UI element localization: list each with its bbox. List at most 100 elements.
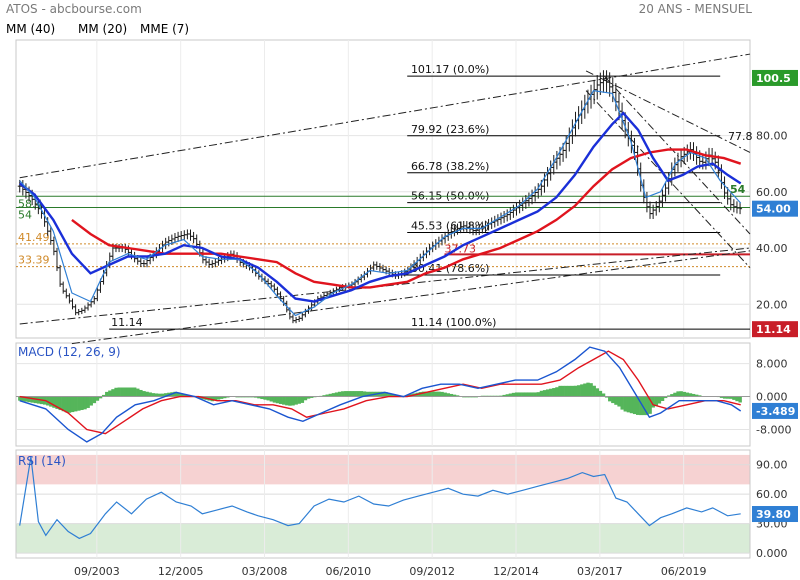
- rsi-current-marker-label: 39.80: [756, 508, 791, 521]
- macd-histogram-bar: [365, 391, 370, 397]
- trendline: [19, 247, 751, 325]
- macd-histogram-bar: [353, 391, 357, 397]
- macd-histogram-bar: [80, 396, 84, 411]
- macd-histogram-bar: [95, 396, 100, 401]
- legend-mm20: MM (20): [78, 22, 128, 36]
- macd-histogram-bar: [629, 396, 634, 414]
- macd-histogram-bar: [341, 391, 345, 397]
- macd-histogram-bar: [518, 392, 522, 397]
- macd-histogram-bar: [219, 396, 224, 399]
- macd-histogram-bar: [285, 396, 289, 406]
- macd-histogram-bar: [254, 396, 258, 398]
- macd-line: [19, 346, 742, 443]
- macd-histogram-bar: [381, 391, 385, 397]
- macd-panel-frame: [15, 342, 751, 447]
- macd-histogram-bar: [667, 395, 671, 397]
- macd-histogram-bar: [77, 396, 81, 411]
- macd-histogram-bar: [583, 383, 587, 397]
- macd-histogram-bar: [306, 396, 311, 399]
- rsi-title: RSI (14): [18, 454, 66, 468]
- macd-histogram-bar: [70, 396, 75, 413]
- macd-histogram-bar: [18, 396, 22, 401]
- rsi-y-tick-label: 0.000: [756, 547, 788, 560]
- macd-histogram-bar: [334, 392, 339, 397]
- x-tick-label: 12/2005: [158, 565, 204, 578]
- macd-histogram-bar: [651, 396, 655, 408]
- macd-histogram-bar: [98, 396, 103, 399]
- macd-histogram-bar: [567, 385, 572, 397]
- macd-histogram-bar: [182, 394, 187, 397]
- macd-histogram-bar: [549, 388, 553, 397]
- macd-histogram-bar: [101, 394, 106, 397]
- macd-histogram-bar: [74, 396, 78, 412]
- macd-histogram-bar: [67, 396, 72, 413]
- macd-histogram-bar: [387, 393, 392, 397]
- rsi-y-tick-label: 90.00: [756, 459, 788, 472]
- macd-histogram-bar: [437, 391, 441, 397]
- macd-histogram-bar: [682, 391, 686, 397]
- trendline: [19, 53, 751, 179]
- macd-histogram-bar: [611, 396, 615, 404]
- macd-histogram-bar: [213, 396, 218, 401]
- macd-histogram-bar: [511, 392, 516, 397]
- legend-mme7: MME (7): [140, 22, 190, 36]
- x-tick-label: 09/2003: [74, 565, 120, 578]
- macd-histogram-bar: [505, 394, 509, 397]
- mme7-line: [19, 89, 742, 317]
- macd-histogram-bar: [164, 393, 168, 397]
- price-y-tick-label: 60.00: [756, 186, 788, 199]
- fib-level-label: 66.78 (38.2%): [411, 160, 490, 173]
- macd-histogram-bar: [359, 391, 364, 397]
- legend-mm40: MM (40): [6, 22, 56, 36]
- macd-histogram-bar: [431, 391, 435, 397]
- macd-y-tick-label: 0.000: [756, 391, 788, 404]
- macd-histogram-bar: [552, 388, 556, 397]
- macd-histogram-bar: [272, 396, 277, 403]
- macd-histogram-bar: [617, 396, 621, 407]
- macd-histogram-bar: [210, 396, 215, 402]
- macd-histogram-bar: [27, 396, 31, 403]
- macd-histogram-bar: [648, 396, 652, 414]
- macd-histogram-bar: [738, 396, 742, 403]
- macd-histogram-bar: [632, 396, 637, 415]
- macd-histogram-bar: [384, 392, 388, 397]
- macd-histogram-bar: [604, 396, 609, 398]
- macd-histogram-bar: [452, 394, 457, 397]
- macd-histogram-bar: [356, 391, 360, 397]
- support-level-label: 33.39: [18, 254, 50, 267]
- trendline: [71, 250, 751, 345]
- macd-histogram-bar: [446, 393, 451, 397]
- macd-histogram-bar: [390, 394, 395, 397]
- macd-histogram-bar: [52, 396, 56, 408]
- fib-low-mark-label: 11.14: [111, 316, 143, 329]
- macd-histogram-bar: [133, 387, 137, 397]
- fib-level-label: 11.14 (100.0%): [411, 316, 497, 329]
- macd-histogram-bar: [154, 393, 159, 397]
- macd-histogram-bar: [114, 387, 118, 397]
- macd-histogram-bar: [393, 394, 398, 397]
- macd-histogram-bar: [89, 396, 93, 406]
- macd-histogram-bar: [421, 391, 426, 397]
- x-tick-label: 06/2010: [325, 565, 371, 578]
- macd-histogram-bar: [732, 396, 736, 400]
- macd-histogram-bar: [639, 396, 643, 416]
- low-marker-box: [752, 321, 798, 338]
- macd-histogram-bar: [561, 385, 565, 397]
- price-panel-frame: [15, 39, 751, 339]
- macd-histogram-bar: [328, 393, 333, 397]
- macd-y-tick-label: -8.000: [756, 424, 791, 437]
- macd-histogram-bar: [427, 391, 432, 397]
- macd-histogram-bar: [620, 396, 624, 410]
- macd-histogram-bar: [663, 396, 668, 399]
- macd-histogram-bar: [530, 392, 534, 397]
- macd-histogram-bar: [657, 396, 662, 404]
- macd-histogram-bar: [533, 392, 537, 397]
- macd-histogram-bar: [83, 396, 87, 410]
- macd-histogram-bar: [176, 392, 180, 397]
- macd-histogram-bar: [424, 391, 429, 397]
- fib-extra-label: 77.8: [728, 130, 753, 143]
- macd-histogram-bar: [735, 396, 739, 402]
- right-annotation: 54: [730, 183, 746, 196]
- low-marker-label: 11.14: [756, 323, 791, 336]
